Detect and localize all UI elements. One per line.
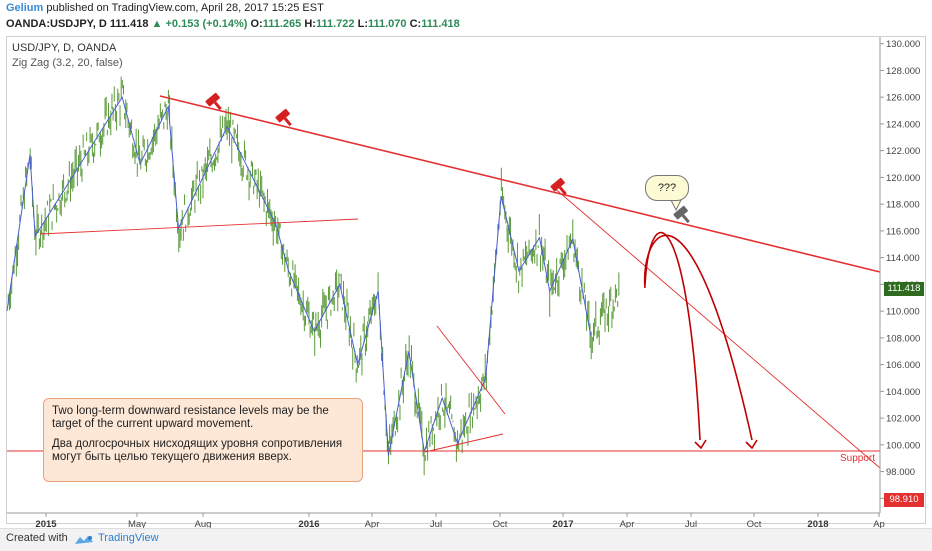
price-tick-label: 124.000 bbox=[886, 119, 920, 130]
tradingview-logo-icon[interactable] bbox=[74, 533, 94, 551]
time-tick-label: May bbox=[128, 519, 146, 528]
price-tick-label: 116.000 bbox=[886, 226, 920, 237]
support-price-tag: 98.910 bbox=[884, 493, 924, 507]
time-tick-label: Jul bbox=[430, 519, 442, 528]
question-bubble: ??? bbox=[645, 175, 689, 201]
price-tick-label: 122.000 bbox=[886, 146, 920, 157]
hammer-handle bbox=[213, 101, 222, 111]
high-label: H: bbox=[304, 18, 316, 30]
time-tick-label: Oct bbox=[493, 519, 508, 528]
time-tick-label: Aug bbox=[195, 519, 212, 528]
time-tick-label: 2016 bbox=[298, 519, 319, 528]
price-change: ▲ +0.153 (+0.14%) bbox=[151, 18, 248, 30]
time-tick-label: 2017 bbox=[552, 519, 573, 528]
footer: Created with TradingView bbox=[0, 528, 932, 551]
neckline bbox=[39, 218, 359, 235]
hammer-head bbox=[205, 92, 220, 107]
low-label: L: bbox=[357, 18, 368, 30]
price-tick-label: 100.000 bbox=[886, 440, 920, 451]
publish-header: Gelium published on TradingView.com, Apr… bbox=[0, 0, 932, 34]
high-value: 111.722 bbox=[315, 18, 355, 30]
chart-frame[interactable] bbox=[6, 36, 926, 524]
price-tick-label: 106.000 bbox=[886, 360, 920, 371]
price-tick-label: 98.000 bbox=[886, 467, 915, 478]
created-with-label: Created with bbox=[6, 532, 68, 544]
time-tick-label: Ap bbox=[873, 519, 885, 528]
arrowhead-short bbox=[694, 439, 707, 450]
time-tick-label: Jul bbox=[685, 519, 697, 528]
price-tick-label: 126.000 bbox=[886, 93, 920, 104]
bubble-pointer bbox=[669, 197, 683, 212]
projection-arc-short bbox=[644, 231, 701, 441]
low-value: 111.070 bbox=[367, 18, 407, 30]
hammer-head bbox=[550, 177, 565, 192]
trend-lines bbox=[7, 95, 881, 469]
ohlc-line: OANDA:USDJPY, D 111.418 ▲ +0.153 (+0.14%… bbox=[6, 18, 460, 30]
time-tick-label: Apr bbox=[620, 519, 635, 528]
symbol-label: OANDA:USDJPY, D bbox=[6, 18, 107, 30]
price-tick-label: 110.000 bbox=[886, 307, 920, 318]
secondary-resistance-line bbox=[551, 185, 881, 469]
last-price-tag: 111.418 bbox=[884, 282, 924, 296]
hammer-icon bbox=[673, 205, 690, 224]
hammer-icon bbox=[205, 92, 222, 111]
tradingview-brand[interactable]: TradingView bbox=[98, 532, 159, 544]
indicator-title[interactable]: Zig Zag (3.2, 20, false) bbox=[12, 57, 123, 69]
price-tick-label: 104.000 bbox=[886, 387, 920, 398]
hammer-head bbox=[673, 205, 688, 220]
time-tick-label: Apr bbox=[365, 519, 380, 528]
support-label: Support bbox=[840, 453, 876, 464]
price-tick-label: 128.000 bbox=[886, 66, 920, 77]
zigzag-line bbox=[6, 95, 592, 456]
note-english: Two long-term downward resistance levels… bbox=[52, 405, 329, 430]
time-tick-label: Oct bbox=[747, 519, 762, 528]
hammer-handle bbox=[283, 117, 292, 127]
time-tick-label: 2015 bbox=[35, 519, 57, 528]
hammer-icon bbox=[550, 177, 567, 196]
last-price: 111.418 bbox=[109, 18, 149, 30]
open-label: O: bbox=[250, 18, 263, 30]
price-tick-label: 108.000 bbox=[886, 333, 920, 344]
price-tick-label: 130.000 bbox=[886, 39, 920, 50]
note-russian: Два долгосрочных нисходящих уровня сопро… bbox=[52, 438, 343, 463]
close-label: C: bbox=[409, 18, 422, 30]
arrowhead-long bbox=[745, 439, 758, 450]
wedge-lower-line bbox=[424, 433, 504, 453]
publish-info: published on TradingView.com, April 28, … bbox=[46, 2, 324, 14]
hammer-handle bbox=[558, 186, 567, 196]
time-tick-label: 2018 bbox=[807, 519, 828, 528]
zigzag-series bbox=[6, 95, 592, 456]
price-tick-label: 118.000 bbox=[886, 200, 920, 211]
long-term-resistance-line bbox=[159, 95, 881, 273]
wedge-upper-line bbox=[436, 325, 506, 415]
close-value: 111.418 bbox=[421, 18, 460, 30]
hammer-handle bbox=[681, 214, 690, 224]
open-value: 111.265 bbox=[262, 18, 302, 30]
projection-arc-long bbox=[643, 234, 753, 441]
time-axis: 2015 May Aug 2016 Apr Jul Oct 2017 Apr Jul Oct 2018… bbox=[7, 512, 885, 528]
price-tick-label: 102.000 bbox=[886, 414, 920, 425]
hammer-head bbox=[275, 108, 290, 123]
price-tick-label: 114.000 bbox=[886, 253, 920, 264]
chart-title: USD/JPY, D, OANDA bbox=[12, 42, 117, 54]
annotations bbox=[205, 92, 758, 450]
price-tick-label: 120.000 bbox=[886, 173, 920, 184]
author-name[interactable]: Gelium bbox=[6, 2, 44, 14]
hammer-icon bbox=[275, 108, 292, 127]
price-chart[interactable]: 130.000 128.000 126.000 124.000 122.000 120.0… bbox=[0, 0, 932, 528]
note-callout: Two long-term downward resistance levels… bbox=[43, 398, 363, 482]
price-axis: 130.000 128.000 126.000 124.000 122.000 120.0… bbox=[879, 37, 920, 513]
publish-line: Gelium published on TradingView.com, Apr… bbox=[6, 2, 324, 14]
